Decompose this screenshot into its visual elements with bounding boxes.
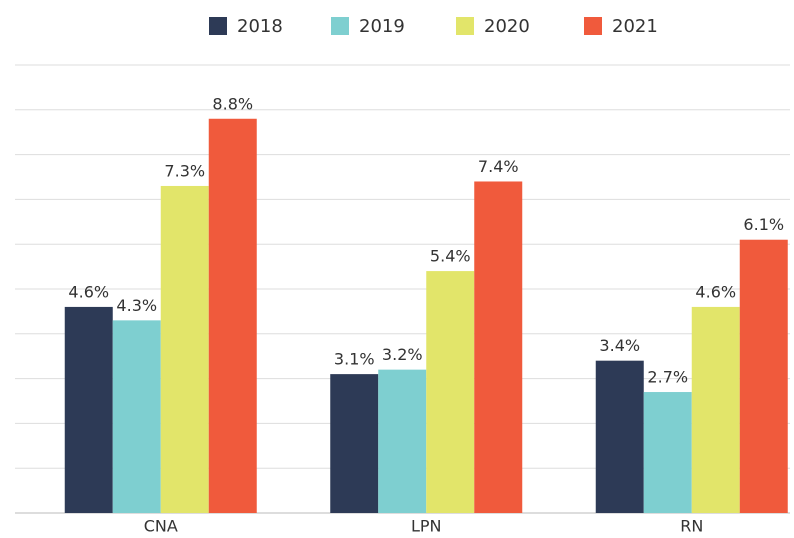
value-label: 2.7% (647, 368, 688, 387)
legend-swatch (584, 17, 602, 35)
bar (64, 306, 113, 513)
value-label: 4.3% (116, 296, 157, 315)
x-tick-label: RN (680, 517, 703, 536)
value-label: 3.4% (599, 336, 640, 355)
value-label: 7.3% (164, 161, 205, 180)
legend-label: 2021 (612, 16, 658, 37)
bar (426, 271, 475, 513)
value-label: 7.4% (478, 157, 519, 176)
value-label: 5.4% (430, 247, 471, 266)
value-label: 3.1% (334, 350, 375, 369)
x-tick-label: CNA (144, 517, 178, 536)
bar (691, 306, 740, 513)
bar (112, 320, 161, 513)
legend-swatch (209, 17, 227, 35)
legend-label: 2020 (484, 16, 530, 37)
legend-swatch (456, 17, 474, 35)
value-label: 6.1% (743, 215, 784, 234)
bar (739, 239, 788, 513)
bar (208, 118, 257, 513)
legend-swatch (331, 17, 349, 35)
bar (643, 392, 692, 513)
bar (474, 181, 523, 514)
x-tick-label: LPN (411, 517, 442, 536)
bar (330, 374, 379, 513)
bar (378, 369, 427, 513)
legend-label: 2018 (237, 16, 283, 37)
value-label: 3.2% (382, 345, 423, 364)
legend-label: 2019 (359, 16, 405, 37)
bar (595, 360, 644, 513)
value-label: 8.8% (212, 94, 253, 113)
bar (160, 185, 209, 513)
value-label: 4.6% (695, 282, 736, 301)
value-label: 4.6% (68, 282, 109, 301)
